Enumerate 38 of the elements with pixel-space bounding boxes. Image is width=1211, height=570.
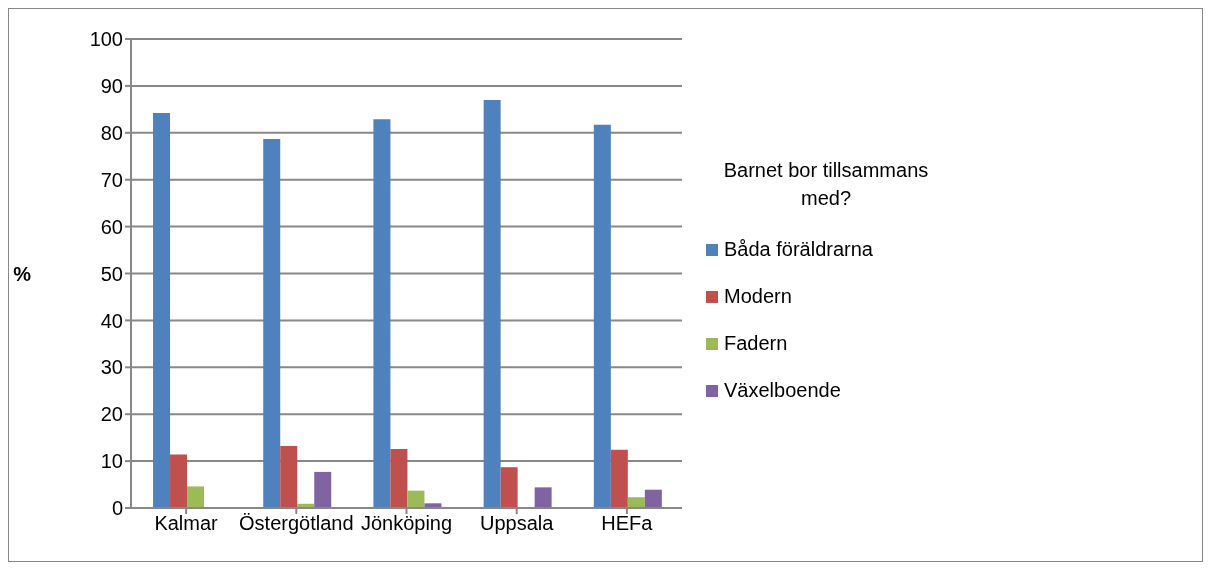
bar xyxy=(373,119,391,508)
legend-title: Barnet bor tillsammans med? xyxy=(722,158,930,211)
bar xyxy=(170,454,188,508)
bar xyxy=(153,113,171,508)
y-tick-label: 50 xyxy=(100,262,123,285)
y-tick-label: 80 xyxy=(100,121,123,144)
bar xyxy=(187,486,205,508)
x-tick-label: Östergötland xyxy=(239,512,354,535)
bar xyxy=(407,490,425,508)
y-tick-label: 10 xyxy=(100,450,123,473)
bar xyxy=(390,448,408,508)
legend-label: Modern xyxy=(724,285,792,308)
legend-label: Växelboende xyxy=(724,379,841,402)
bar xyxy=(280,446,298,508)
y-tick-label: 70 xyxy=(100,168,123,191)
x-tick-label: Jönköping xyxy=(360,512,453,535)
y-axis-title: % xyxy=(13,262,32,285)
bar xyxy=(534,487,552,508)
legend-label: Båda föräldrarna xyxy=(724,238,873,261)
bar xyxy=(627,497,645,508)
y-tick-label: 30 xyxy=(100,356,123,379)
x-tick-label: HEFa xyxy=(601,512,654,535)
y-tick-label: 0 xyxy=(111,497,123,520)
bar xyxy=(263,138,281,508)
bar xyxy=(500,467,518,508)
bar xyxy=(593,124,611,508)
bar xyxy=(610,449,628,508)
x-tick-label: Uppsala xyxy=(480,512,555,535)
bar xyxy=(483,99,501,508)
y-tick-label: 60 xyxy=(100,215,123,238)
legend-label: Fadern xyxy=(724,332,788,355)
y-tick-label: 90 xyxy=(100,75,123,97)
bar xyxy=(644,489,662,508)
y-tick-label: 40 xyxy=(100,309,123,332)
y-tick-label: 20 xyxy=(100,403,123,426)
x-tick-label: Kalmar xyxy=(154,512,219,535)
bar xyxy=(314,471,332,508)
y-tick-label: 100 xyxy=(89,28,123,51)
